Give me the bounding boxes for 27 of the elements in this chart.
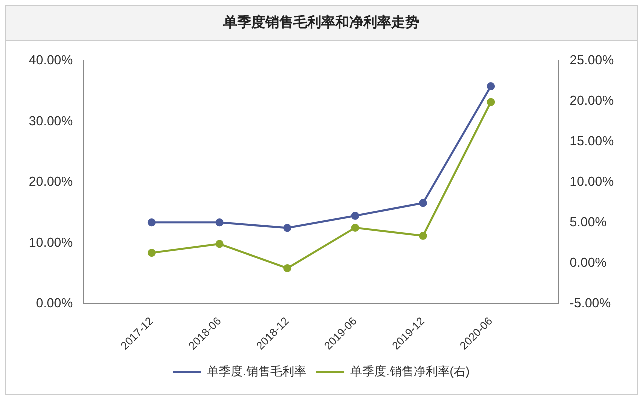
y2-tick-label: 0.00%	[570, 255, 608, 270]
legend-label: 单季度.销售净利率(右)	[350, 364, 470, 378]
point	[487, 98, 496, 106]
point	[351, 212, 360, 220]
point	[419, 232, 428, 240]
chart-title: 单季度销售毛利率和净利率走势	[6, 6, 637, 41]
y-tick-label: 40.00%	[28, 52, 74, 68]
point	[284, 224, 292, 232]
point	[284, 264, 292, 272]
y-tick-label: 10.00%	[28, 234, 74, 250]
y-tick-label: 20.00%	[28, 174, 74, 190]
y2-tick-label: 10.00%	[570, 174, 614, 190]
point	[148, 249, 156, 258]
legend-label: 单季度.销售毛利率	[207, 364, 307, 378]
point	[148, 218, 156, 227]
point	[419, 199, 428, 208]
y2-tick-label: 15.00%	[570, 134, 614, 149]
point	[216, 218, 224, 227]
point	[487, 82, 496, 91]
y2-tick-label: 25.00%	[570, 52, 614, 68]
y-tick-label: 0.00%	[36, 296, 74, 311]
y-tick-label: 30.00%	[28, 113, 74, 128]
y2-tick-label: 20.00%	[570, 93, 614, 108]
point	[216, 240, 224, 248]
y2-tick-label: 5.00%	[570, 214, 608, 230]
point	[351, 224, 360, 232]
y2-tick-label: -5.00%	[570, 296, 612, 311]
